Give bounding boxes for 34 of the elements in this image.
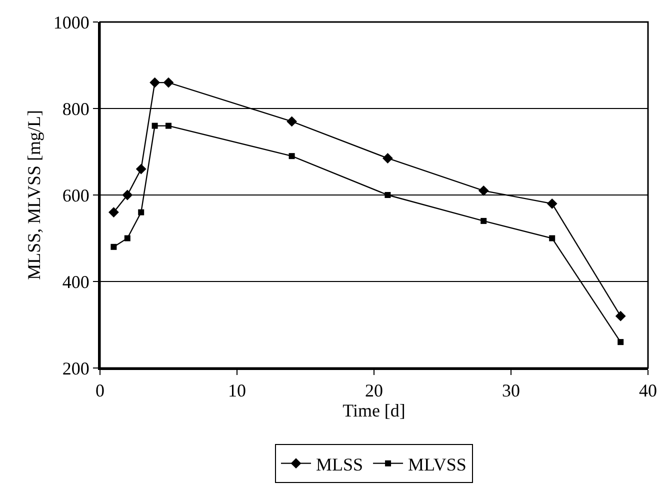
y-axis-title: MLSS, MLVSS [mg/L] — [24, 110, 44, 280]
point — [615, 310, 626, 322]
y-tick-label: 1000 — [53, 12, 90, 32]
point — [384, 192, 391, 198]
point — [122, 190, 133, 200]
point — [108, 207, 119, 218]
point — [549, 235, 556, 242]
point — [286, 116, 297, 127]
point — [110, 244, 117, 250]
point — [618, 339, 624, 346]
x-tick-label: 10 — [228, 380, 246, 401]
point — [478, 185, 489, 196]
point — [166, 122, 172, 129]
legend-label: MLSS — [316, 454, 364, 474]
point — [152, 122, 158, 129]
x-axis-title: Time [d] — [342, 400, 406, 421]
point — [546, 198, 558, 209]
x-tick-label: 40 — [639, 380, 657, 401]
point — [382, 153, 393, 164]
point — [136, 164, 146, 174]
point — [288, 153, 295, 160]
point — [480, 218, 487, 224]
point — [124, 235, 130, 242]
x-tick-label: 30 — [502, 380, 520, 401]
point — [138, 209, 144, 216]
x-tick-label: 20 — [365, 380, 383, 401]
point — [150, 77, 160, 88]
y-tick-label: 400 — [62, 272, 90, 292]
legend-label: MLVSS — [408, 454, 466, 474]
y-tick-label: 200 — [62, 358, 90, 378]
y-tick-label: 600 — [62, 185, 90, 206]
x-tick-label: 0 — [96, 380, 104, 401]
point — [163, 77, 174, 88]
y-tick-label: 800 — [62, 98, 90, 119]
